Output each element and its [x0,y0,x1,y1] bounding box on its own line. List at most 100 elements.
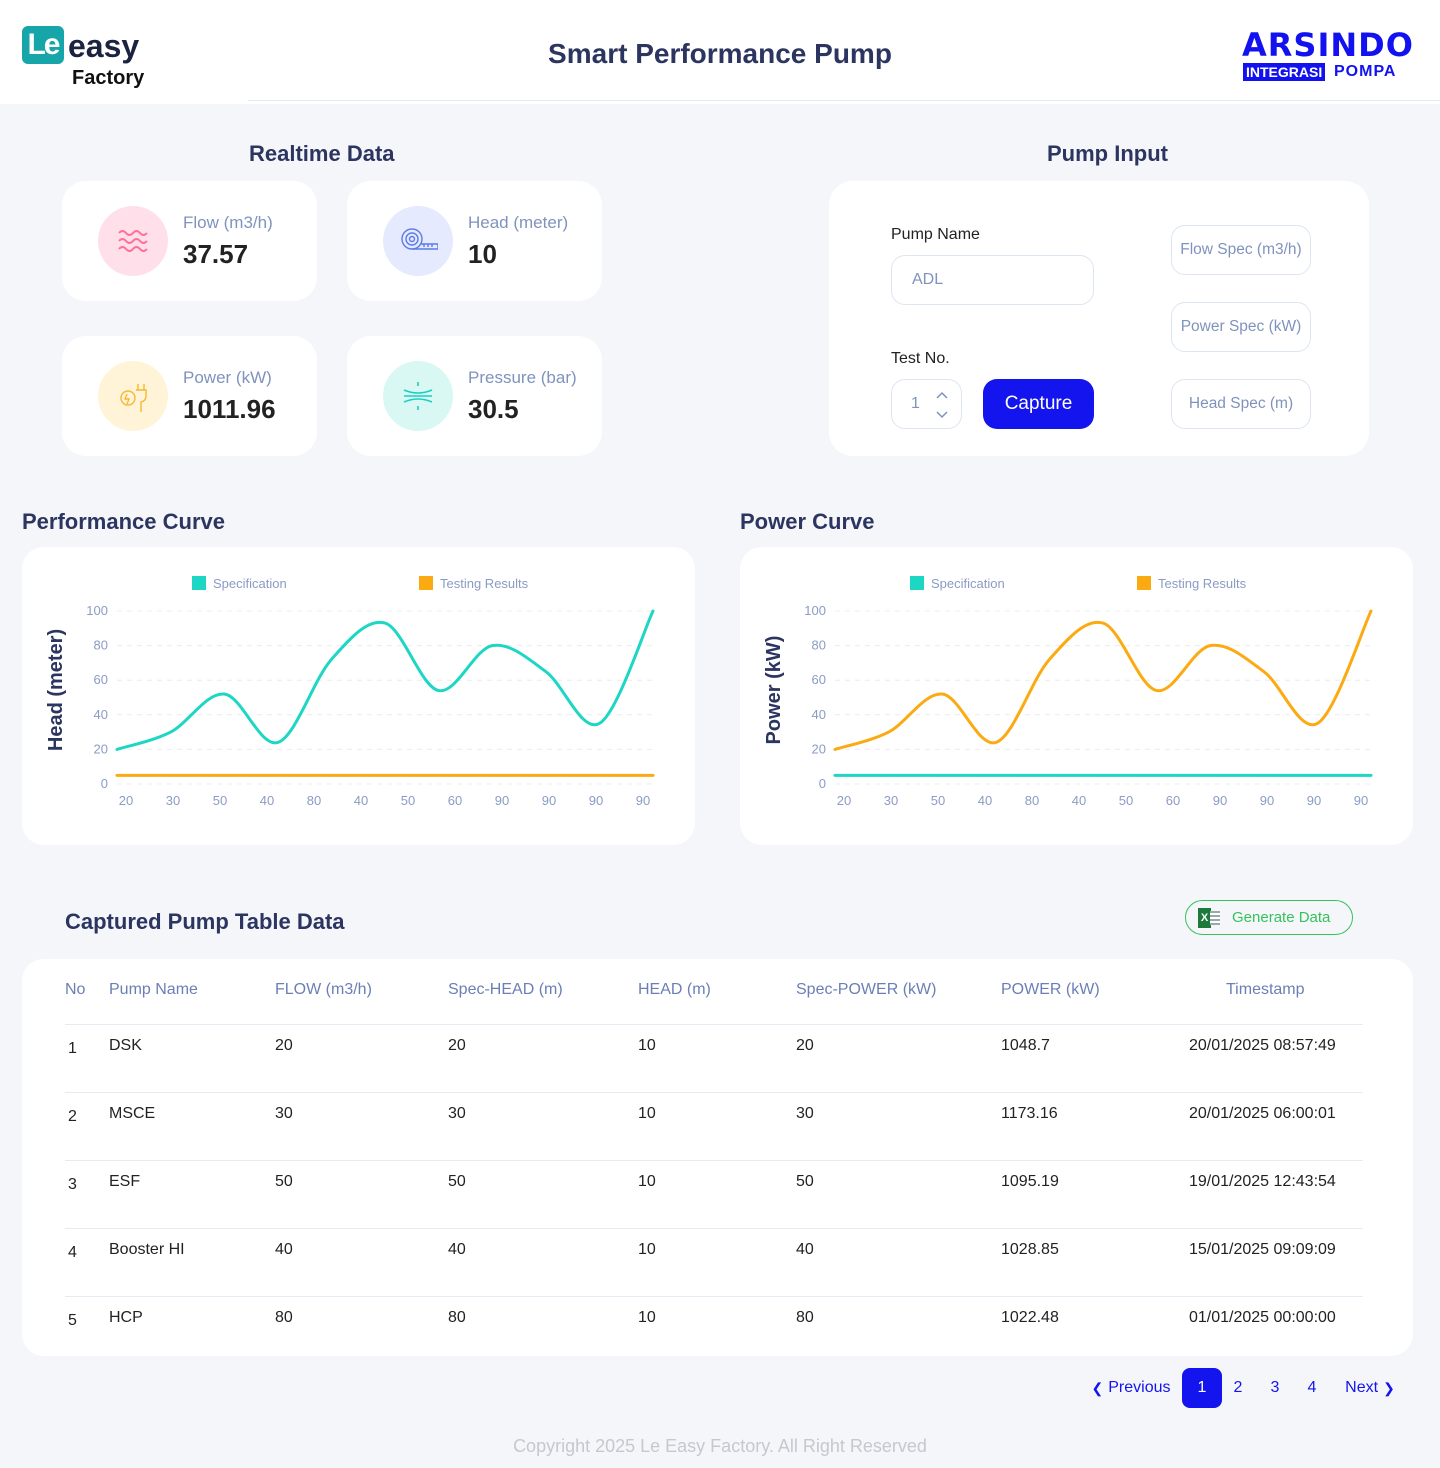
table-cell: 15/01/2025 09:09:09 [1189,1241,1336,1258]
metric-card-pressure: Pressure (bar) 30.5 [347,336,602,456]
page-2-button[interactable]: 2 [1233,1379,1243,1396]
y-tick-label: 20 [94,741,108,756]
table-cell: 40 [448,1241,466,1258]
metric-label: Flow (m3/h) [183,213,273,232]
capture-button[interactable]: Capture [983,379,1094,429]
y-tick-label: 80 [812,638,826,653]
stepper-arrows-icon[interactable] [935,389,949,421]
column-header[interactable]: Spec-POWER (kW) [796,981,937,998]
table-row[interactable]: 4 Booster HI 40 40 10 40 1028.85 15/01/2025 09:… [65,1228,1363,1294]
page-1-button[interactable]: 1 [1182,1368,1222,1408]
table-row[interactable]: 5 HCP 80 80 10 80 1022.48 01/01/2025 00:00:00 [65,1296,1363,1362]
generate-data-button[interactable]: X Generate Data [1185,900,1353,935]
table-row[interactable]: 3 ESF 50 50 10 50 1095.19 19/01/2025 12:43:54 [65,1160,1363,1226]
table-cell: 10 [638,1105,656,1122]
metric-card-flow: Flow (m3/h) 37.57 [62,181,317,301]
x-tick-label: 50 [931,793,945,808]
metric-label: Pressure (bar) [468,368,577,387]
metric-value: 37.57 [183,239,249,269]
table-cell: 50 [796,1173,814,1190]
table-cell: 20 [275,1037,293,1054]
y-tick-label: 100 [86,603,108,618]
column-header[interactable]: Timestamp [1226,981,1305,998]
previous-page-button[interactable]: ❮ Previous [1091,1379,1171,1396]
table-cell: 30 [448,1105,466,1122]
x-tick-label: 90 [1213,793,1227,808]
partner-logo-pompa: POMPA [1334,63,1397,80]
pump-name-input[interactable]: ADL [891,255,1094,305]
y-axis-label: Head (meter) [45,629,67,751]
head-spec-input[interactable]: Head Spec (m) [1171,379,1311,429]
column-header[interactable]: FLOW (m3/h) [275,981,372,998]
x-tick-label: 90 [1354,793,1368,808]
legend-label[interactable]: Specification [931,576,1005,591]
page-title: Smart Performance Pump [548,38,892,69]
table-row[interactable]: 1 DSK 20 20 10 20 1048.7 20/01/2025 08:57:49 [65,1024,1363,1090]
y-tick-label: 60 [812,672,826,687]
column-header[interactable]: HEAD (m) [638,981,711,998]
table-cell: 01/01/2025 00:00:00 [1189,1309,1336,1326]
x-tick-label: 20 [837,793,851,808]
x-tick-label: 90 [1307,793,1321,808]
column-header[interactable]: Spec-HEAD (m) [448,981,563,998]
legend-label[interactable]: Testing Results [1158,576,1247,591]
x-tick-label: 50 [213,793,227,808]
legend-swatch [1137,576,1151,590]
legend-label[interactable]: Specification [213,576,287,591]
table-cell: 80 [796,1309,814,1326]
column-header[interactable]: No [65,981,86,998]
power-chart-card: 0 20 40 60 80 100 20 30 50 40 80 40 50 60 90 90 90 90 Powe… [740,547,1413,845]
table-cell: 30 [275,1105,293,1122]
power-spec-input[interactable]: Power Spec (kW) [1171,302,1311,352]
power-curve-title: Power Curve [740,509,875,534]
legend-swatch [419,576,433,590]
partner-logo-top: ARSINDO [1242,26,1414,64]
metric-value: 30.5 [468,394,519,424]
test-no-label: Test No. [891,350,950,367]
column-header[interactable]: POWER (kW) [1001,981,1100,998]
power-chart: 0 20 40 60 80 100 20 30 50 40 80 40 50 60 90 90 90 90 Powe… [763,576,1373,808]
performance-chart-card: 0 20 40 60 80 100 20 30 50 40 80 40 50 60 90 90 90 90 Head… [22,547,695,845]
page-3-button[interactable]: 3 [1270,1379,1280,1396]
x-tick-label: 30 [884,793,898,808]
x-tick-label: 80 [307,793,321,808]
y-tick-label: 60 [94,672,108,687]
test-no-stepper[interactable]: 1 [891,379,962,429]
x-tick-label: 30 [166,793,180,808]
next-page-button[interactable]: Next ❯ [1345,1379,1395,1396]
flow-spec-input[interactable]: Flow Spec (m3/h) [1171,225,1311,275]
table-cell: 50 [275,1173,293,1190]
column-header[interactable]: Pump Name [109,981,198,998]
table-row[interactable]: 2 MSCE 30 30 10 30 1173.16 20/01/2025 06:00:01 [65,1092,1363,1158]
page-4-button[interactable]: 4 [1307,1379,1317,1396]
metric-label: Power (kW) [183,368,272,387]
table-cell: 1 [68,1040,77,1057]
table-cell: 1095.19 [1001,1173,1059,1190]
next-label: Next [1345,1379,1379,1396]
table-cell: Booster HI [109,1241,185,1258]
table-cell: 20/01/2025 06:00:01 [1189,1105,1336,1122]
captured-data-table: No Pump Name FLOW (m3/h) Spec-HEAD (m) HEAD … [22,959,1413,1356]
table-cell: 40 [796,1241,814,1258]
power-plug-icon [98,361,168,431]
table-cell: HCP [109,1309,143,1326]
footer-copyright: Copyright 2025 Le Easy Factory. All Righ… [513,1436,927,1456]
table-cell: 1173.16 [1001,1105,1058,1122]
series-line-specification [115,609,655,751]
table-cell: 4 [68,1244,77,1261]
table-cell: 3 [68,1176,77,1193]
y-tick-label: 0 [819,776,826,791]
table-cell: 50 [448,1173,466,1190]
table-cell: 80 [275,1309,293,1326]
header-divider [248,100,1440,101]
metric-card-power: Power (kW) 1011.96 [62,336,317,456]
table-cell: 1048.7 [1001,1037,1050,1054]
x-tick-label: 50 [1119,793,1133,808]
header [0,0,1440,104]
generate-data-label: Generate Data [1232,909,1331,926]
waves-icon [98,206,168,276]
test-no-value: 1 [911,395,920,412]
table-cell: 10 [638,1241,656,1258]
y-tick-label: 40 [94,707,108,722]
legend-label[interactable]: Testing Results [440,576,529,591]
